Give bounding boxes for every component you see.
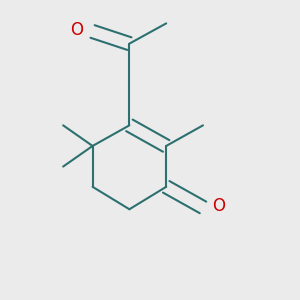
Text: O: O [212,196,225,214]
Text: O: O [70,21,83,39]
